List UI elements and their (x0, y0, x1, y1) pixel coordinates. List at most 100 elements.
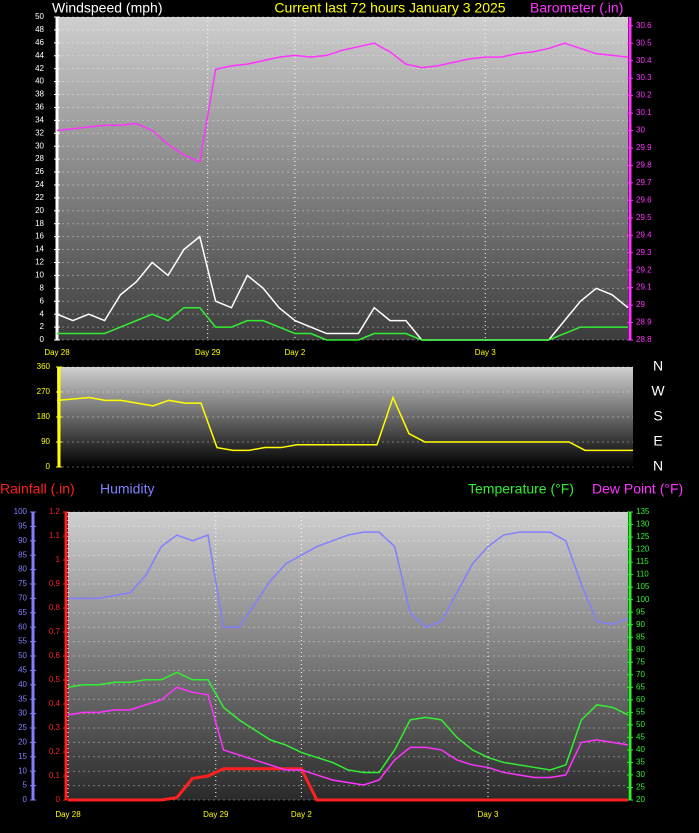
tick-label: 0.6 (49, 651, 61, 660)
tick-label: 50 (636, 720, 645, 729)
tick-label: 18 (35, 219, 44, 228)
legend-label: Rainfall (.in) (0, 481, 75, 497)
tick-label: 35 (18, 694, 27, 703)
tick-label: 1 (56, 555, 61, 564)
tick-label: 95 (18, 522, 27, 531)
tick-label: 36 (35, 103, 44, 112)
tick-label: 115 (636, 557, 649, 566)
tick-label: 8 (40, 283, 45, 292)
tick-label: 24 (35, 180, 44, 189)
tick-label: 120 (636, 545, 650, 554)
tick-label: 0.2 (49, 747, 61, 756)
tick-label: 85 (636, 632, 645, 641)
legend-label: Humidity (100, 481, 154, 497)
tick-label: 0.4 (49, 699, 61, 708)
tick-label: 55 (636, 707, 645, 716)
tick-label: 15 (18, 752, 27, 761)
tick-label: W (651, 383, 665, 399)
tick-label: 25 (636, 783, 645, 792)
tick-label: 0 (56, 795, 61, 804)
tick-label: 14 (35, 245, 44, 254)
tick-label: 75 (18, 579, 27, 588)
series-line (67, 671, 629, 774)
tick-label: 46 (35, 38, 44, 47)
tick-label: 40 (18, 680, 27, 689)
tick-label: 29.9 (636, 143, 652, 152)
x-tick-label: Day 2 (284, 348, 305, 357)
tick-label: 95 (636, 607, 645, 616)
chart-title: Current last 72 hours January 3 2025 (274, 0, 505, 16)
tick-label: 125 (636, 532, 650, 541)
tick-label: 29 (636, 300, 645, 309)
tick-label: 26 (35, 167, 44, 176)
tick-label: 60 (636, 695, 645, 704)
x-tick-label: Day 3 (478, 810, 499, 819)
tick-label: 180 (37, 412, 51, 421)
tick-label: 45 (18, 666, 27, 675)
tick-label: 30.3 (636, 73, 652, 82)
tick-label: 4 (40, 309, 45, 318)
series-line (56, 395, 633, 452)
tick-label: 0.7 (49, 627, 61, 636)
series-line (68, 767, 628, 802)
tick-label: 29.4 (636, 230, 652, 239)
tick-label: 28.8 (636, 335, 652, 344)
legend-label: Temperature (°F) (468, 481, 574, 497)
plot-area (68, 512, 628, 800)
tick-label: 16 (35, 232, 44, 241)
tick-label: 110 (636, 570, 649, 579)
tick-label: S (653, 408, 662, 424)
barometer-axis-title: Barometer (.in) (530, 0, 623, 16)
tick-label: 20 (18, 738, 27, 747)
tick-label: 0.1 (49, 771, 61, 780)
x-tick-label: Day 29 (195, 348, 221, 357)
tick-label: 0 (23, 795, 28, 804)
x-tick-label: Day 2 (291, 810, 312, 819)
tick-label: 360 (37, 362, 51, 371)
tick-label: 30 (18, 709, 27, 718)
tick-label: 0 (46, 462, 51, 471)
tick-label: 130 (636, 520, 650, 529)
tick-label: 0.3 (49, 723, 61, 732)
tick-label: 90 (636, 620, 645, 629)
tick-label: 65 (18, 608, 27, 617)
tick-label: 29.8 (636, 161, 652, 170)
tick-label: 38 (35, 90, 44, 99)
tick-label: 22 (35, 193, 44, 202)
tick-label: 90 (18, 536, 27, 545)
tick-label: 29.5 (636, 213, 652, 222)
tick-label: 30.4 (636, 56, 652, 65)
tick-label: 30.6 (636, 21, 652, 30)
tick-label: 44 (35, 51, 44, 60)
x-tick-label: Day 29 (203, 810, 229, 819)
tick-label: 50 (18, 651, 27, 660)
tick-label: 70 (18, 594, 27, 603)
series-line (68, 531, 629, 629)
tick-label: 5 (23, 781, 28, 790)
tick-label: 80 (636, 645, 645, 654)
tick-label: 60 (18, 622, 27, 631)
x-tick-label: Day 28 (44, 348, 70, 357)
tick-label: 29.1 (636, 283, 652, 292)
legend-label: Dew Point (°F) (592, 481, 683, 497)
x-tick-label: Day 3 (475, 348, 496, 357)
tick-label: 6 (40, 296, 45, 305)
plot-area (57, 367, 633, 467)
tick-label: N (653, 358, 663, 374)
tick-label: 2 (40, 322, 45, 331)
series-line (56, 42, 629, 163)
tick-label: 1.2 (49, 507, 61, 516)
tick-label: 135 (636, 507, 650, 516)
tick-label: 29.3 (636, 248, 652, 257)
tick-label: 28.9 (636, 318, 652, 327)
tick-label: 48 (35, 25, 44, 34)
tick-label: 12 (35, 258, 44, 267)
tick-label: 75 (636, 657, 645, 666)
tick-label: 30.2 (636, 91, 652, 100)
tick-label: 42 (35, 64, 44, 73)
tick-label: E (653, 433, 662, 449)
tick-label: 65 (636, 682, 645, 691)
tick-label: 30.1 (636, 108, 652, 117)
tick-label: 0.9 (49, 579, 61, 588)
